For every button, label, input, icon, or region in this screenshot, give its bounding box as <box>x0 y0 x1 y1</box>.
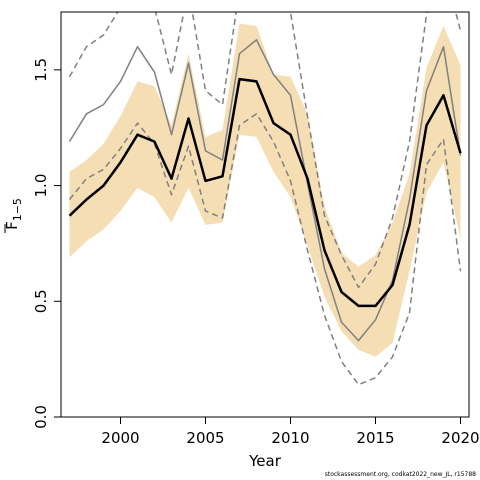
svg-text:F1−5: F1−5 <box>3 198 24 230</box>
x-axis: 2000 2005 2010 2015 2020 <box>101 417 480 447</box>
x-tick-label: 2010 <box>271 429 309 447</box>
y-axis-title-subscript: 1−5 <box>11 198 24 221</box>
y-tick-label: 1.5 <box>32 58 50 82</box>
y-axis: 0.0 0.5 1.0 1.5 <box>32 58 61 429</box>
alternative-upper-line <box>68 12 462 289</box>
x-tick-label: 2000 <box>101 429 139 447</box>
y-axis-title: F1−5 <box>3 198 24 233</box>
alternative-lower-line <box>68 113 462 386</box>
y-axis-title-main: F <box>3 221 21 230</box>
confidence-band-layer <box>69 23 461 357</box>
y-tick-label: 0.5 <box>32 289 50 313</box>
estimate-line <box>68 77 462 308</box>
plot-frame <box>60 11 470 418</box>
x-axis-title: Year <box>248 452 282 470</box>
confidence-band <box>69 23 461 357</box>
x-tick-label: 2020 <box>441 429 479 447</box>
y-tick-label: 0.0 <box>32 405 50 429</box>
source-footnote: stockassessment.org, codkat2022_new_JL, … <box>324 471 476 478</box>
x-tick-label: 2015 <box>356 429 394 447</box>
x-tick-label: 2005 <box>186 429 224 447</box>
y-tick-label: 1.0 <box>32 174 50 198</box>
alternative-line <box>68 39 462 342</box>
series-line-layer <box>68 12 462 386</box>
